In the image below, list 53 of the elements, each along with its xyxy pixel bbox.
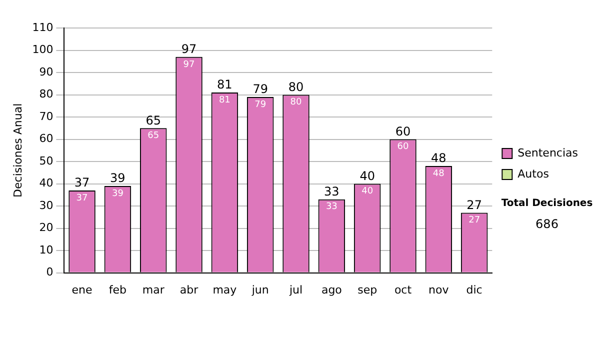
data-label: 65 (148, 130, 160, 141)
data-label: 39 (112, 188, 124, 199)
total-label: 79 (252, 82, 268, 96)
x-tick-label: sep (358, 283, 378, 296)
y-tick-label: 100 (32, 43, 54, 56)
y-tick-label: 0 (46, 266, 54, 279)
total-label: 97 (181, 42, 197, 56)
total-label: 81 (217, 78, 232, 92)
y-tick-label: 80 (39, 88, 54, 101)
data-label: 79 (254, 100, 266, 110)
x-tick-label: jun (250, 283, 269, 296)
y-tick-label: 30 (39, 198, 54, 212)
y-tick-label: 110 (32, 20, 54, 34)
y-tick-label: 50 (39, 154, 54, 168)
total-label: 40 (360, 168, 375, 183)
data-label: 33 (326, 202, 338, 212)
x-tick-label: abr (180, 283, 199, 296)
total-label: 37 (74, 176, 90, 190)
x-tick-label: mar (142, 283, 165, 296)
y-tick-label: 70 (39, 110, 54, 123)
legend-label: Autos (518, 167, 550, 180)
data-label: 81 (218, 95, 230, 106)
x-tick-label: ago (321, 283, 342, 296)
total-label: 33 (324, 184, 340, 198)
x-tick-label: nov (428, 283, 450, 296)
total-label: 39 (110, 171, 126, 186)
y-tick-label: 90 (39, 65, 54, 78)
y-tick-label: 20 (39, 221, 54, 234)
x-tick-label: feb (108, 283, 127, 296)
y-tick-label: 10 (39, 243, 54, 256)
total-label: 60 (395, 124, 411, 138)
data-label: 37 (76, 193, 88, 204)
data-label: 97 (183, 60, 195, 70)
text: Total Decisiones (500, 198, 594, 209)
x-tick-label: jul (288, 283, 303, 296)
y-axis-title: Decisiones Anual (11, 103, 24, 198)
data-label: 27 (468, 216, 480, 226)
text: 686 (534, 217, 560, 231)
total-label: 27 (466, 198, 482, 212)
data-label: 48 (432, 168, 445, 179)
data-label: 80 (290, 98, 302, 108)
data-label: 60 (397, 142, 409, 152)
x-tick-label: may (212, 283, 238, 296)
total-label: 65 (146, 113, 161, 128)
y-tick-label: 60 (39, 132, 54, 146)
total-label: 80 (288, 80, 304, 94)
x-tick-label: ene (72, 283, 93, 296)
legend-label: Sentencias (518, 146, 578, 160)
x-tick-label: dic (466, 283, 482, 296)
total-label: 48 (431, 151, 446, 166)
x-tick-label: oct (394, 283, 412, 296)
data-label: 40 (362, 186, 374, 197)
y-tick-label: 40 (39, 176, 54, 190)
